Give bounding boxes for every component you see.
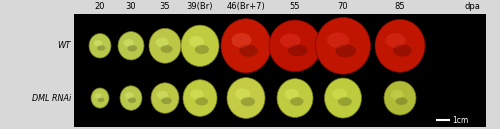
Text: 30: 30 (126, 2, 136, 11)
Ellipse shape (95, 93, 102, 99)
Ellipse shape (227, 78, 265, 118)
Ellipse shape (284, 89, 299, 99)
Ellipse shape (157, 91, 168, 99)
Ellipse shape (195, 45, 209, 54)
Text: 70: 70 (338, 2, 348, 11)
Ellipse shape (241, 97, 255, 106)
Text: dpa: dpa (464, 2, 480, 11)
Ellipse shape (161, 97, 172, 104)
Text: 20: 20 (95, 2, 105, 11)
Text: 85: 85 (394, 2, 406, 11)
Ellipse shape (160, 45, 172, 53)
Ellipse shape (288, 45, 308, 56)
Ellipse shape (124, 92, 134, 99)
Ellipse shape (396, 97, 407, 105)
Ellipse shape (393, 45, 412, 57)
Ellipse shape (89, 34, 111, 58)
Text: DML RNAi: DML RNAi (32, 94, 71, 103)
Ellipse shape (149, 28, 181, 63)
Ellipse shape (196, 97, 208, 106)
Text: 55: 55 (290, 2, 300, 11)
Ellipse shape (128, 45, 137, 52)
Ellipse shape (120, 86, 142, 110)
Ellipse shape (156, 38, 168, 47)
Ellipse shape (221, 19, 271, 73)
Ellipse shape (386, 33, 406, 48)
Ellipse shape (269, 20, 321, 72)
Text: 39(Br): 39(Br) (187, 2, 213, 11)
Ellipse shape (239, 45, 258, 57)
Ellipse shape (390, 90, 404, 99)
Ellipse shape (98, 98, 104, 102)
Ellipse shape (384, 81, 416, 115)
Ellipse shape (232, 33, 252, 48)
Ellipse shape (338, 97, 352, 106)
Ellipse shape (97, 45, 105, 51)
FancyBboxPatch shape (74, 14, 486, 127)
Ellipse shape (235, 88, 250, 100)
Text: 46(Br+7): 46(Br+7) (226, 2, 266, 11)
Ellipse shape (336, 45, 356, 57)
Ellipse shape (94, 40, 102, 47)
Ellipse shape (280, 34, 300, 48)
Text: 35: 35 (160, 2, 170, 11)
Text: WT: WT (58, 41, 71, 50)
Ellipse shape (151, 83, 179, 113)
Ellipse shape (316, 17, 370, 74)
Ellipse shape (332, 88, 347, 100)
Ellipse shape (183, 80, 217, 116)
Ellipse shape (290, 97, 304, 106)
Ellipse shape (375, 19, 425, 72)
Ellipse shape (190, 89, 203, 99)
Text: 1cm: 1cm (452, 116, 468, 125)
Ellipse shape (118, 32, 144, 60)
Ellipse shape (124, 39, 134, 47)
Ellipse shape (181, 25, 219, 66)
Ellipse shape (128, 98, 136, 103)
Ellipse shape (189, 36, 204, 47)
Ellipse shape (324, 78, 362, 118)
Ellipse shape (91, 88, 109, 108)
Ellipse shape (277, 79, 313, 117)
Ellipse shape (327, 32, 349, 48)
